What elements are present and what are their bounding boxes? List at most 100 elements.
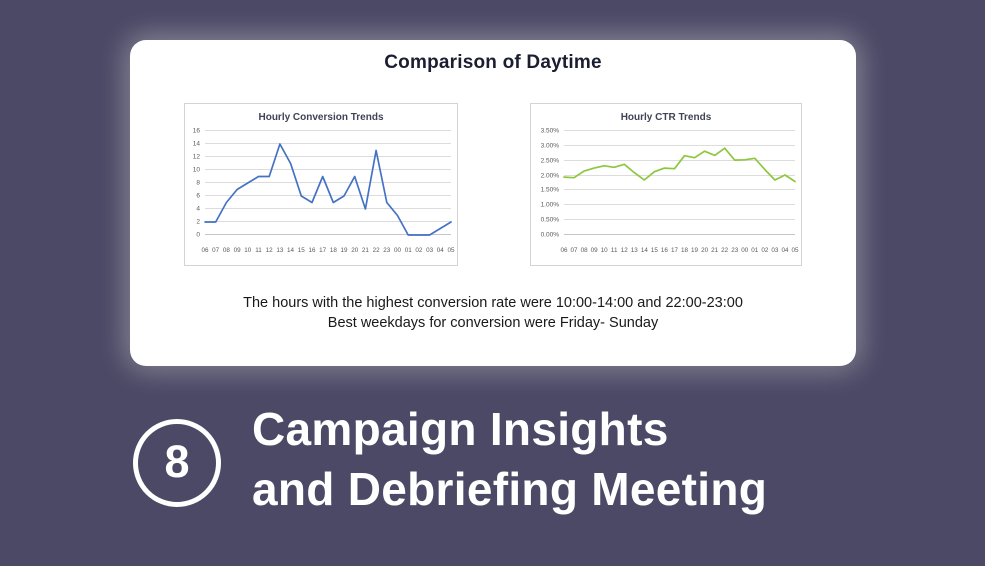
section-number-badge: 8 <box>133 419 221 507</box>
x-tick-label: 21 <box>361 247 369 254</box>
gridline <box>205 182 451 183</box>
gridline <box>564 189 795 191</box>
x-tick-label: 15 <box>297 247 305 254</box>
x-tick-label: 15 <box>650 247 658 254</box>
x-tick-label: 08 <box>222 247 230 254</box>
x-tick-label: 08 <box>580 247 588 254</box>
gridline <box>205 169 451 170</box>
caption-line-2: Best weekdays for conversion were Friday… <box>327 315 659 331</box>
x-tick-label: 19 <box>691 247 699 254</box>
x-tick-label: 05 <box>791 247 799 254</box>
y-axis-labels: 0 2 4 6 8 10 12 14 16 <box>185 127 202 239</box>
y-tick-label: 16 <box>192 127 200 135</box>
y-tick-label: 3.50% <box>540 127 559 135</box>
y-tick-label: 4 <box>196 205 200 213</box>
gridline <box>564 204 795 206</box>
gridline <box>564 234 795 235</box>
section-title-line2: and Debriefing Meeting <box>252 463 768 515</box>
x-tick-label: 23 <box>731 247 739 254</box>
x-tick-label: 06 <box>560 247 568 254</box>
gridline <box>564 159 795 161</box>
x-tick-label: 02 <box>415 247 423 254</box>
data-line <box>204 143 452 236</box>
gridline <box>205 234 451 235</box>
x-axis-labels: 06 07 08 09 10 11 12 13 14 15 16 17 18 19 20 21 22 23 00 01… <box>560 245 799 256</box>
gridline <box>205 208 451 209</box>
x-tick-label: 09 <box>590 247 598 254</box>
x-tick-label: 12 <box>265 247 273 254</box>
section-title: Campaign Insights and Debriefing Meeting <box>252 399 767 519</box>
x-tick-label: 00 <box>394 247 402 254</box>
x-tick-label: 01 <box>404 247 412 254</box>
x-tick-label: 19 <box>340 247 348 254</box>
y-tick-label: 0.00% <box>540 231 559 239</box>
plot-area <box>563 130 796 235</box>
section-title-line1: Campaign Insights <box>252 403 669 455</box>
x-tick-label: 09 <box>233 247 241 254</box>
x-tick-label: 11 <box>610 247 618 254</box>
gridline <box>564 174 795 176</box>
chart-captions: The hours with the highest conversion ra… <box>130 293 856 333</box>
x-tick-label: 04 <box>436 247 444 254</box>
x-tick-label: 07 <box>212 247 220 254</box>
caption-line-1: The hours with the highest conversion ra… <box>243 295 743 311</box>
x-tick-label: 05 <box>447 247 455 254</box>
x-tick-label: 21 <box>711 247 719 254</box>
x-tick-label: 14 <box>640 247 648 254</box>
card-title: Comparison of Daytime <box>384 52 602 73</box>
gridline <box>205 156 451 157</box>
x-tick-label: 16 <box>308 247 316 254</box>
y-tick-label: 0 <box>196 231 200 239</box>
y-tick-label: 2.00% <box>540 172 559 180</box>
gridline <box>205 195 451 196</box>
x-tick-label: 12 <box>620 247 628 254</box>
x-tick-label: 13 <box>630 247 638 254</box>
x-tick-label: 22 <box>721 247 729 254</box>
gridline <box>564 130 795 131</box>
x-tick-label: 20 <box>701 247 709 254</box>
y-tick-label: 6 <box>196 192 200 200</box>
hourly-ctr-trends-chart: Hourly CTR Trends 0.00% 0.50% 1.00% 1.50% 2.… <box>530 103 802 266</box>
hourly-conversion-trends-chart: Hourly Conversion Trends 0 2 4 6 8 10 12 14 16 0… <box>184 103 458 266</box>
gridline <box>564 219 795 221</box>
y-tick-label: 1.00% <box>540 201 559 209</box>
x-tick-label: 23 <box>383 247 391 254</box>
x-axis-labels: 06 07 08 09 10 11 12 13 14 15 16 17 18 19 20 21 22 23 00 01… <box>201 245 455 256</box>
x-tick-label: 20 <box>351 247 359 254</box>
x-tick-label: 06 <box>201 247 209 254</box>
x-tick-label: 22 <box>372 247 380 254</box>
y-tick-label: 0.50% <box>540 216 559 224</box>
y-tick-label: 3.00% <box>540 142 559 150</box>
plot-area <box>204 130 452 236</box>
x-tick-label: 16 <box>660 247 668 254</box>
y-tick-label: 14 <box>192 140 200 148</box>
y-tick-label: 1.50% <box>540 186 559 194</box>
y-tick-label: 8 <box>196 179 200 187</box>
x-tick-label: 03 <box>426 247 434 254</box>
data-line-svg <box>204 143 452 236</box>
chart-title: Hourly CTR Trends <box>620 112 712 123</box>
data-line <box>563 147 796 183</box>
data-line-svg <box>563 147 796 183</box>
x-tick-label: 01 <box>751 247 759 254</box>
x-tick-label: 17 <box>319 247 327 254</box>
x-tick-label: 10 <box>600 247 608 254</box>
x-tick-label: 03 <box>771 247 779 254</box>
x-tick-label: 18 <box>681 247 689 254</box>
x-tick-label: 13 <box>276 247 284 254</box>
x-tick-label: 02 <box>761 247 769 254</box>
x-tick-label: 17 <box>670 247 678 254</box>
x-tick-label: 11 <box>255 247 262 254</box>
x-tick-label: 14 <box>287 247 295 254</box>
gridline <box>205 221 451 222</box>
x-tick-label: 07 <box>570 247 578 254</box>
x-tick-label: 10 <box>244 247 252 254</box>
x-tick-label: 18 <box>329 247 337 254</box>
y-axis-labels: 0.00% 0.50% 1.00% 1.50% 2.00% 2.50% 3.00% 3.50% <box>531 127 561 239</box>
y-tick-label: 2.50% <box>540 157 559 165</box>
section-number: 8 <box>164 436 190 487</box>
y-tick-label: 2 <box>196 218 200 226</box>
gridline <box>205 130 451 131</box>
chart-title: Hourly Conversion Trends <box>258 112 384 123</box>
